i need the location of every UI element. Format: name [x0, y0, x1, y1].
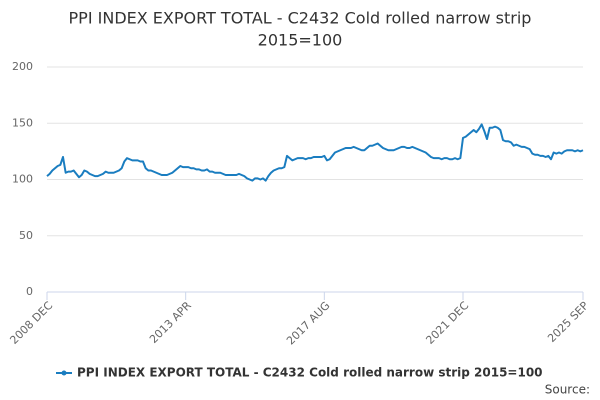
x-tick-label: 2025 SEP — [545, 299, 591, 345]
legend-label: PPI INDEX EXPORT TOTAL - C2432 Cold roll… — [77, 366, 543, 380]
y-tick-label: 150 — [12, 116, 33, 129]
x-tick-label: 2008 DEC — [7, 299, 55, 347]
chart-title: 2015=100 — [258, 31, 343, 50]
y-tick-label: 0 — [26, 285, 33, 298]
y-tick-label: 200 — [12, 60, 33, 73]
x-tick-label: 2013 APR — [147, 299, 194, 346]
x-tick-label: 2017 AUG — [284, 299, 333, 348]
legend-marker — [61, 370, 67, 376]
y-tick-label: 100 — [12, 173, 33, 186]
source: Source: — [545, 383, 590, 397]
chart-title: PPI INDEX EXPORT TOTAL - C2432 Cold roll… — [69, 9, 532, 28]
x-tick-label: 2021 DEC — [423, 299, 471, 347]
y-tick-label: 50 — [19, 229, 33, 242]
data-line — [46, 123, 584, 182]
